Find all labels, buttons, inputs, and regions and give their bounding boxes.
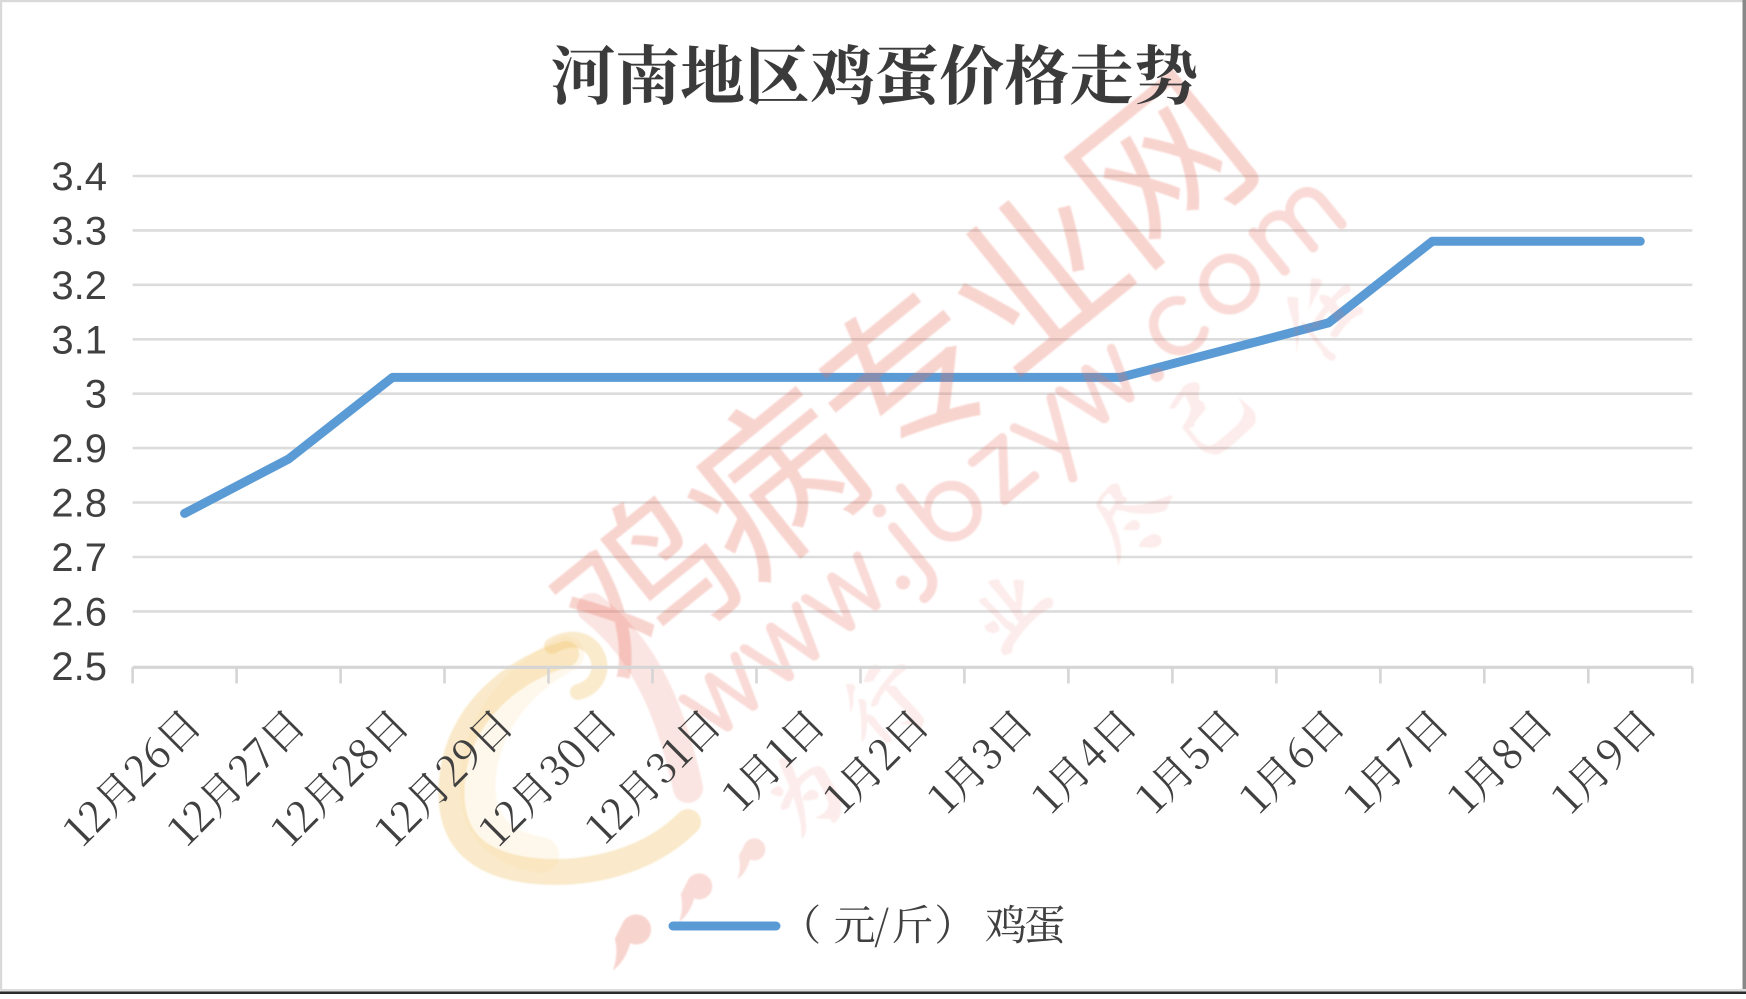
svg-text:3.2: 3.2 xyxy=(51,264,107,308)
svg-text:2.7: 2.7 xyxy=(51,536,107,580)
svg-text:2.8: 2.8 xyxy=(51,482,107,526)
svg-text:3.3: 3.3 xyxy=(51,209,107,253)
svg-text:3.4: 3.4 xyxy=(51,155,107,199)
svg-text:3.1: 3.1 xyxy=(51,318,107,362)
svg-text:2.9: 2.9 xyxy=(51,427,107,471)
svg-text:3: 3 xyxy=(85,373,107,417)
svg-text:2.6: 2.6 xyxy=(51,590,107,634)
svg-text:2.5: 2.5 xyxy=(51,645,107,689)
